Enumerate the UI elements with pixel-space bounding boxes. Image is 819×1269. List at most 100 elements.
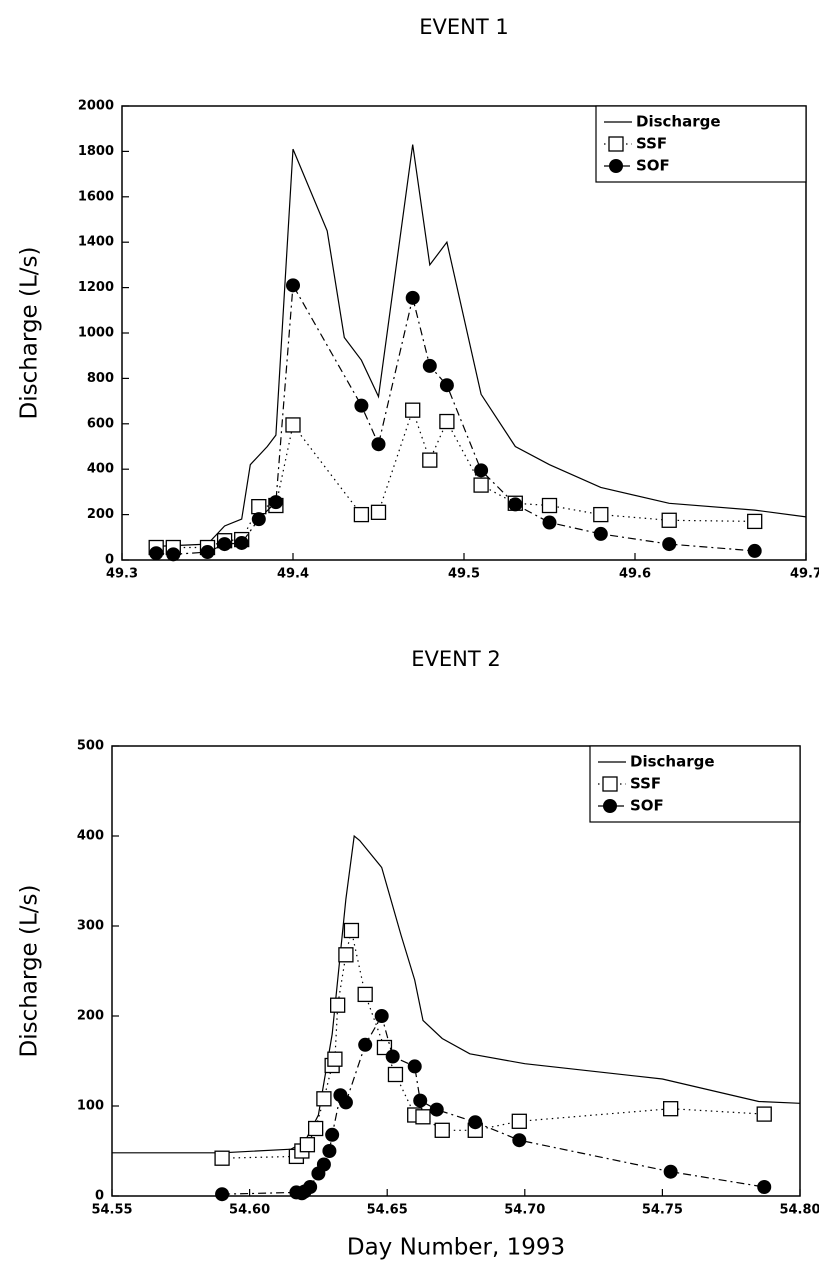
y-tick-label: 300	[77, 919, 104, 934]
marker-circle	[747, 543, 762, 558]
y-axis-label: Discharge (L/s)	[17, 884, 43, 1057]
y-tick-label: 1000	[78, 326, 114, 341]
legend-label: SOF	[636, 157, 670, 175]
marker-circle	[429, 1102, 444, 1117]
x-tick-label: 49.5	[448, 567, 480, 582]
y-tick-label: 500	[77, 739, 104, 754]
x-tick-label: 49.6	[619, 567, 651, 582]
marker-circle	[325, 1127, 340, 1142]
x-tick-label: 54.55	[91, 1203, 132, 1218]
marker-circle	[316, 1157, 331, 1172]
marker-circle	[286, 278, 300, 293]
y-tick-label: 400	[87, 462, 114, 477]
marker-circle	[413, 1093, 428, 1108]
marker-circle	[358, 1037, 373, 1052]
y-tick-label: 1400	[78, 235, 114, 250]
marker-square	[376, 1039, 393, 1056]
marker-circle	[512, 1133, 527, 1148]
series-line	[112, 834, 801, 1154]
x-tick-label: 49.7	[790, 567, 819, 582]
marker-circle	[422, 358, 437, 373]
chart-title: EVENT 2	[411, 647, 500, 671]
marker-square	[415, 1109, 431, 1125]
marker-circle	[508, 497, 523, 512]
marker-square	[387, 1066, 404, 1083]
marker-square	[370, 504, 387, 520]
y-tick-label: 400	[77, 829, 104, 844]
y-axis-label: Discharge (L/s)	[17, 246, 43, 419]
marker-circle	[374, 1009, 389, 1023]
marker-circle	[322, 1144, 337, 1158]
y-tick-label: 200	[87, 507, 114, 522]
chart-title: EVENT 1	[419, 15, 508, 39]
legend-label: SSF	[636, 135, 667, 153]
marker-circle	[385, 1049, 400, 1064]
series-line	[156, 144, 807, 547]
marker-circle	[468, 1115, 483, 1130]
marker-circle	[215, 1187, 230, 1202]
marker-circle	[268, 495, 283, 510]
marker-circle	[542, 515, 557, 530]
legend-marker	[602, 776, 618, 792]
legend-label: Discharge	[636, 113, 721, 131]
marker-square	[343, 922, 360, 939]
x-axis-label: Day Number, 1993	[347, 1235, 565, 1261]
marker-circle	[405, 290, 420, 305]
marker-circle	[217, 537, 232, 552]
marker-circle	[439, 378, 454, 393]
marker-square	[338, 947, 354, 963]
marker-square	[251, 499, 267, 515]
y-tick-label: 0	[95, 1189, 104, 1204]
marker-circle	[757, 1180, 772, 1194]
marker-square	[299, 1137, 316, 1153]
marker-square	[511, 1113, 527, 1129]
legend-label: Discharge	[630, 753, 715, 771]
y-tick-label: 1600	[78, 189, 114, 204]
y-tick-label: 2000	[78, 99, 114, 114]
marker-circle	[251, 512, 266, 527]
marker-square	[593, 506, 609, 523]
marker-square	[756, 1106, 772, 1122]
y-tick-label: 600	[87, 416, 114, 431]
marker-square	[327, 1051, 343, 1067]
legend-box	[595, 105, 807, 183]
marker-square	[214, 1150, 230, 1166]
marker-square	[747, 513, 763, 530]
y-tick-label: 200	[77, 1009, 104, 1024]
legend-marker	[603, 799, 617, 813]
y-tick-label: 800	[87, 371, 114, 386]
y-tick-label: 1200	[78, 280, 114, 295]
x-tick-label: 54.65	[367, 1203, 408, 1218]
x-tick-label: 54.60	[229, 1203, 270, 1218]
marker-square	[541, 497, 558, 514]
marker-circle	[474, 463, 489, 478]
marker-square	[405, 402, 421, 418]
plot-frame	[111, 745, 801, 1197]
legend-marker	[608, 136, 624, 152]
y-tick-label: 1800	[78, 144, 114, 159]
marker-circle	[338, 1095, 353, 1110]
marker-circle	[371, 437, 386, 452]
marker-circle	[354, 398, 369, 413]
x-tick-label: 49.3	[106, 567, 138, 582]
marker-square	[330, 997, 346, 1013]
marker-square	[353, 506, 370, 523]
x-tick-label: 49.4	[277, 567, 309, 582]
marker-square	[439, 413, 455, 430]
series-line	[222, 930, 765, 1159]
marker-square	[661, 512, 677, 528]
marker-square	[316, 1091, 332, 1107]
legend-box	[589, 745, 801, 823]
series-line	[222, 1014, 765, 1195]
marker-circle	[662, 537, 677, 552]
marker-square	[473, 477, 489, 493]
marker-circle	[303, 1180, 318, 1194]
marker-square	[663, 1101, 679, 1117]
marker-square	[307, 1120, 324, 1137]
x-tick-label: 54.75	[642, 1203, 683, 1218]
marker-square	[285, 417, 301, 433]
marker-circle	[200, 545, 215, 560]
x-tick-label: 54.80	[779, 1203, 819, 1218]
x-tick-label: 54.70	[504, 1203, 545, 1218]
